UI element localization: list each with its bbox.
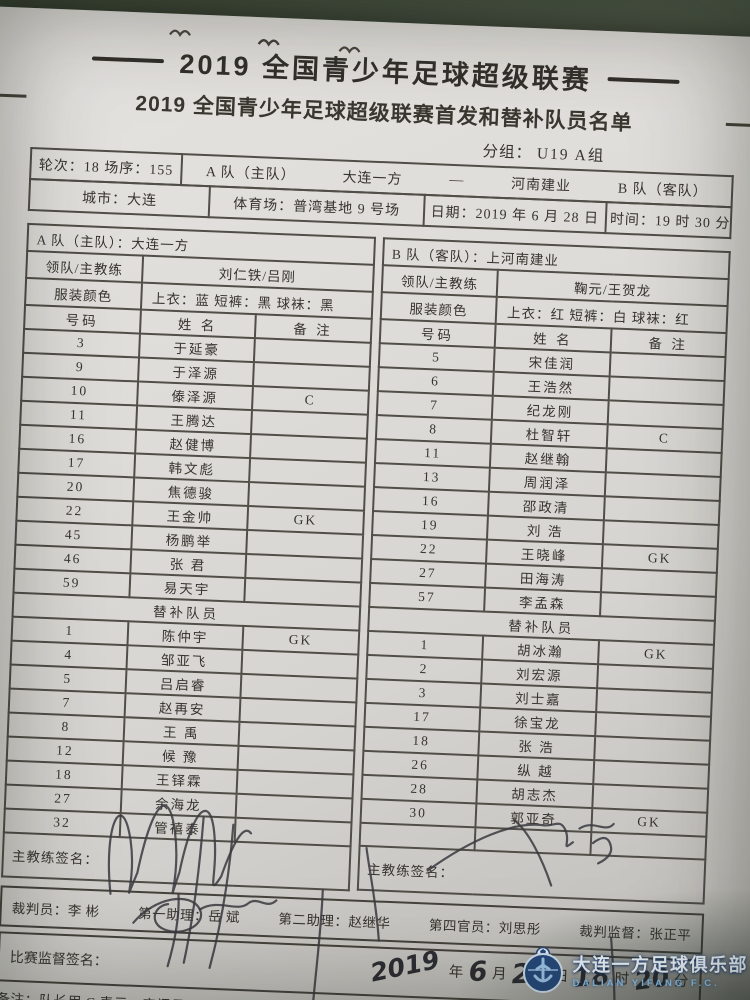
- document-subtitle: 2019 全国青少年足球超级联赛首发和替补队员名单: [134, 92, 634, 136]
- city-cell: 城市：大连: [28, 178, 211, 218]
- supervisor-signature-label: 比赛监督签名：: [9, 950, 109, 970]
- substitutes-list: 1 胡冰瀚 GK 2 刘宏源 3 刘士嘉 17 徐宝龙: [359, 630, 714, 860]
- bird-mark-icon: [169, 29, 191, 37]
- stadium-cell: 体育场：普湾基地 9 号场: [209, 186, 425, 226]
- decorative-line: [0, 92, 27, 98]
- year-unit: 年: [448, 964, 464, 982]
- starters-list: 3 于延豪 9 于泽源 10 傣泽源 C 11 王腾达: [13, 328, 371, 607]
- substitutes-list: 1 陈仲宇 GK 4 邹亚飞 5 吕启睿 7 赵再安: [3, 616, 359, 847]
- decorative-line: [607, 76, 680, 84]
- second-assistant-name: 第二助理：赵继华: [278, 911, 391, 931]
- bird-mark-icon: [257, 39, 280, 47]
- handwritten-month: 6: [467, 956, 489, 989]
- team-tables: A 队（主队）：大连一方 领队/主教练 刘仁铁/吕刚 服装颜色 上衣：蓝 短裤：…: [1, 223, 731, 906]
- home-team-table: A 队（主队）：大连一方 领队/主教练 刘仁铁/吕刚 服装颜色 上衣：蓝 短裤：…: [1, 223, 376, 891]
- fourth-official-name: 第四官员：刘思彤: [428, 917, 542, 937]
- club-watermark: 大连一方足球俱乐部 DALIAN YIFANG F.C.: [510, 942, 750, 998]
- away-team-label: B 队（客队）: [617, 181, 708, 200]
- month-unit: 月: [491, 966, 507, 983]
- versus-dash: —: [449, 172, 465, 188]
- home-team-name: 大连一方: [342, 170, 403, 188]
- decorative-line: [91, 55, 164, 63]
- referee-supervisor-name: 裁判监督：张正平: [579, 923, 692, 943]
- referee-name: 裁判员：李 彬: [11, 900, 100, 919]
- club-name-english: DALIAN YIFANG F.C.: [572, 978, 720, 989]
- starters-list: 5 宋佳润 6 王浩然 7 纪龙刚 8 杜智轩 C: [368, 343, 726, 621]
- club-name-chinese: 大连一方足球俱乐部: [572, 955, 748, 975]
- group-label: 分组：: [482, 143, 533, 163]
- away-team-name: 河南建业: [510, 176, 572, 195]
- date-cell: 日期：2019 年 6 月 28 日: [423, 194, 607, 234]
- time-cell: 时间：19 时 30 分: [605, 202, 732, 239]
- decorative-line: [725, 122, 750, 129]
- away-team-table: B 队（客队）：上河南建业 领队/主教练 鞠元/王贺龙 服装颜色 上衣：红 短裤…: [356, 237, 731, 905]
- document-paper: 2019 全国青少年足球超级联赛 2019 全国青少年足球超级联赛首发和替补队员…: [0, 6, 750, 1000]
- home-team-label: A 队（主队）: [205, 164, 296, 184]
- group-value: U19 A组: [536, 145, 606, 166]
- first-assistant-name: 第一助理：岳 斌: [137, 905, 241, 925]
- bird-mark-icon: [338, 46, 361, 54]
- club-crest-icon: [522, 946, 563, 993]
- decorative-bird-marks: [167, 23, 428, 59]
- handwritten-year: 2019: [367, 944, 442, 988]
